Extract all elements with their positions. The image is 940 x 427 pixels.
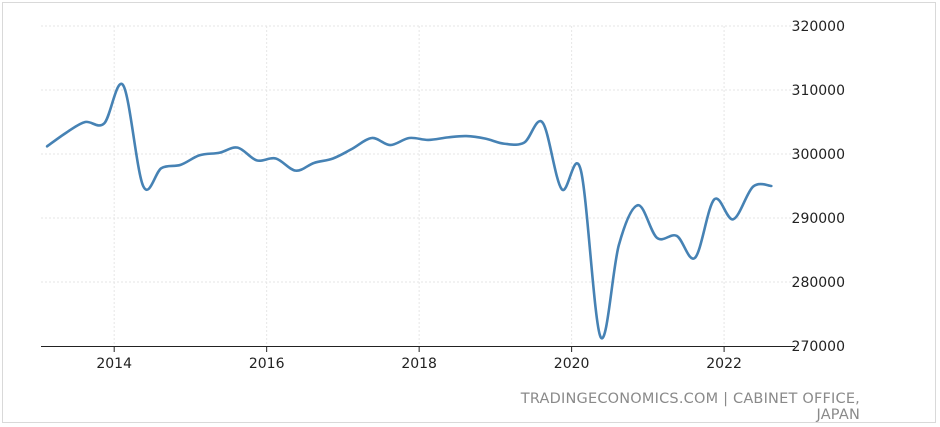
data-point: [178, 162, 184, 168]
data-point: [502, 141, 508, 147]
data-point: [140, 183, 146, 189]
x-tick-label: 2022: [706, 356, 742, 372]
series-line: [45, 82, 773, 340]
x-tick-label: 2020: [554, 356, 590, 372]
data-point: [425, 137, 431, 143]
data-point: [445, 134, 451, 140]
data-point: [273, 155, 279, 161]
data-point: [64, 129, 70, 135]
data-point: [216, 150, 222, 156]
data-point: [598, 334, 604, 340]
y-tick-label: 280000: [792, 275, 845, 291]
series-layer: [44, 82, 774, 340]
data-point: [654, 235, 660, 241]
data-point: [463, 133, 469, 139]
chart-frame: 270000 280000 290000 300000 310000 320000 201…: [2, 2, 936, 423]
axes: [41, 346, 795, 352]
y-tick-label: 290000: [792, 211, 845, 227]
data-point: [482, 136, 488, 142]
data-point: [82, 119, 88, 125]
data-point: [578, 167, 584, 173]
data-point: [235, 145, 241, 151]
y-tick-label: 300000: [792, 147, 845, 163]
data-point: [559, 186, 565, 192]
data-point: [692, 255, 698, 261]
data-point: [521, 139, 527, 145]
data-point: [387, 142, 393, 148]
data-point: [293, 168, 299, 174]
x-tick-label: 2016: [249, 356, 285, 372]
data-point: [768, 183, 774, 189]
data-point: [330, 155, 336, 161]
y-tick-label: 320000: [792, 19, 845, 35]
data-point: [635, 202, 641, 208]
x-tick-label: 2014: [96, 356, 132, 372]
data-point: [101, 120, 107, 126]
y-tick-labels: 270000 280000 290000 300000 310000 320000: [792, 19, 845, 355]
y-tick-label: 310000: [792, 83, 845, 99]
data-point: [711, 196, 717, 202]
x-tick-labels: 2014 2016 2018 2020 2022: [96, 356, 742, 372]
x-tick-label: 2018: [401, 356, 437, 372]
data-point: [369, 135, 375, 141]
data-point: [730, 216, 736, 222]
data-point: [197, 152, 203, 158]
data-point: [158, 165, 164, 171]
y-tick-label: 270000: [792, 339, 845, 355]
data-point: [44, 143, 50, 149]
grid-lines: [41, 25, 795, 346]
data-point: [750, 184, 756, 190]
data-point: [406, 135, 412, 141]
data-point: [674, 233, 680, 239]
data-point: [616, 242, 622, 248]
data-point: [349, 146, 355, 152]
line-chart: 270000 280000 290000 300000 310000 320000 201…: [41, 19, 845, 372]
data-point: [540, 120, 546, 126]
data-point: [311, 160, 317, 166]
data-point: [254, 157, 260, 163]
data-point: [120, 83, 126, 89]
source-credit: TRADINGECONOMICS.COM | CABINET OFFICE, J…: [520, 391, 860, 423]
